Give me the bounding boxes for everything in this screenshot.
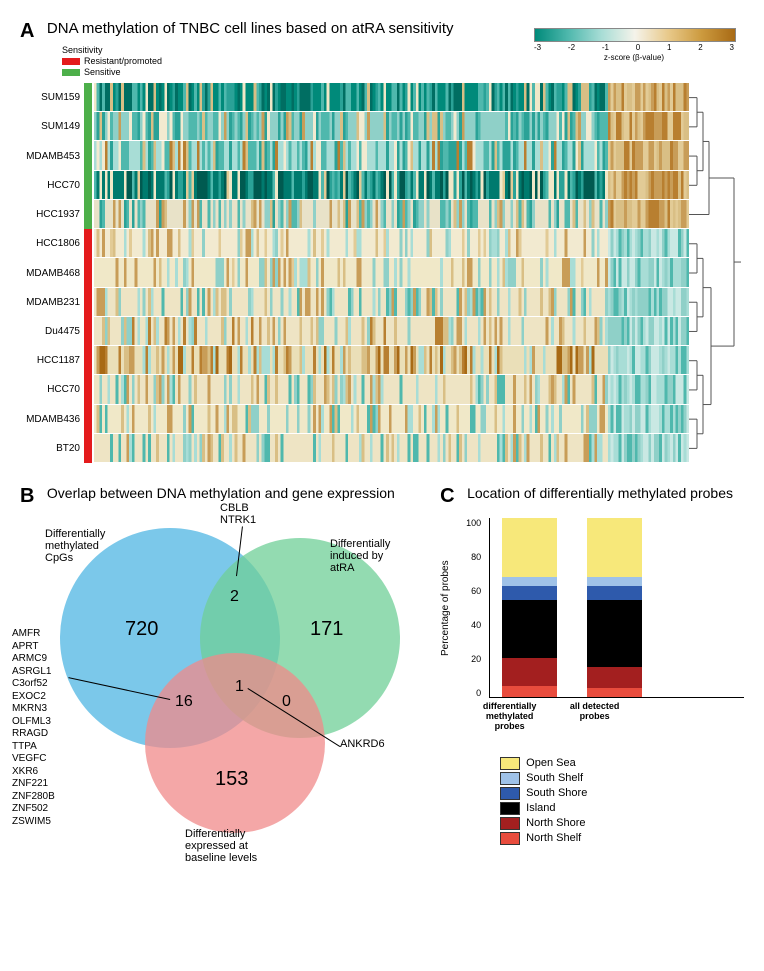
- row-label: MDAMB231: [20, 288, 80, 317]
- bar-segment: [502, 518, 557, 577]
- venn-set-label: Differentially methylated CpGs: [45, 528, 105, 564]
- legend-label: Open Sea: [526, 757, 576, 769]
- venn-callout: ANKRD6: [340, 738, 385, 750]
- heatmap-row: [94, 229, 689, 257]
- venn-diagram: 720 2 171 16 1 0 153 Differentially methylated …: [20, 508, 430, 848]
- dendrogram: [689, 83, 744, 463]
- sensitivity-cell: [84, 229, 92, 258]
- sensitivity-cell: [84, 112, 92, 141]
- venn-count: 0: [282, 693, 291, 711]
- colorbar: -3-2-10123 z-score (β-value): [534, 28, 734, 62]
- sensitivity-cell: [84, 375, 92, 404]
- heatmap-row: [94, 346, 689, 374]
- row-label: HCC1806: [20, 229, 80, 258]
- legend-label: Resistant/promoted: [84, 56, 162, 66]
- legend-label: South Shelf: [526, 772, 583, 784]
- sensitivity-cell: [84, 200, 92, 229]
- heatmap-row: [94, 258, 689, 286]
- venn-count: 2: [230, 588, 239, 606]
- legend-swatch: [62, 69, 80, 76]
- gene-list: AMFRAPRTARMC9ASRGL1C3orf52EXOC2MKRN3OLFM…: [12, 628, 55, 828]
- row-label: BT20: [20, 434, 80, 463]
- row-label: MDAMB468: [20, 258, 80, 287]
- panel-a-label: A: [20, 20, 34, 43]
- stacked-bar: [502, 518, 557, 697]
- bar-segment: [587, 518, 642, 577]
- bar-segment: [587, 577, 642, 586]
- sensitivity-cell: [84, 288, 92, 317]
- legend-label: Island: [526, 802, 555, 814]
- bar-segment: [502, 586, 557, 600]
- row-label: HCC70: [20, 171, 80, 200]
- sensitivity-cell: [84, 434, 92, 463]
- heatmap-row: [94, 141, 689, 169]
- venn-count: 153: [215, 768, 248, 791]
- heatmap-row: [94, 434, 689, 462]
- venn-set-label: Differentially expressed at baseline lev…: [185, 828, 257, 864]
- venn-callout: CBLB NTRK1: [220, 502, 256, 526]
- barchart-legend: Open Sea South Shelf South Shore Island Nort…: [500, 757, 744, 845]
- bar-segment: [502, 658, 557, 687]
- stacked-bar: [587, 518, 642, 697]
- row-label: MDAMB453: [20, 141, 80, 170]
- heatmap-row: [94, 317, 689, 345]
- legend-swatch: [500, 817, 520, 830]
- legend-swatch: [500, 802, 520, 815]
- legend-swatch: [500, 772, 520, 785]
- sensitivity-cell: [84, 171, 92, 200]
- bar-x-label: differentially methylated probes: [482, 702, 537, 732]
- bar-segment: [587, 688, 642, 697]
- legend-swatch: [500, 832, 520, 845]
- bar-x-label: all detected probes: [567, 702, 622, 732]
- sensitivity-cell: [84, 258, 92, 287]
- venn-count: 171: [310, 618, 343, 641]
- bar-segment: [587, 586, 642, 600]
- row-label: MDAMB436: [20, 405, 80, 434]
- venn-count: 720: [125, 618, 158, 641]
- bar-segment: [587, 600, 642, 666]
- panel-b-label: B: [20, 485, 34, 508]
- panel-b: B Overlap between DNA methylation and ge…: [20, 485, 430, 848]
- legend-label: North Shelf: [526, 832, 581, 844]
- heatmap-row: [94, 200, 689, 228]
- panel-c: C Location of differentially methylated …: [440, 485, 744, 848]
- panel-c-title: Location of differentially methylated pr…: [467, 485, 733, 501]
- legend-swatch: [500, 787, 520, 800]
- row-label: SUM159: [20, 83, 80, 112]
- row-label: SUM149: [20, 112, 80, 141]
- legend-swatch: [62, 58, 80, 65]
- legend-label: Sensitive: [84, 67, 121, 77]
- row-label: Du4475: [20, 317, 80, 346]
- heatmap-row: [94, 171, 689, 199]
- heatmap-row: [94, 375, 689, 403]
- panel-a-title: DNA methylation of TNBC cell lines based…: [47, 20, 454, 37]
- heatmap: SUM159SUM149MDAMB453HCC70HCC1937HCC1806M…: [20, 83, 744, 463]
- venn-count: 1: [235, 678, 244, 696]
- heatmap-row: [94, 112, 689, 140]
- legend-label: North Shore: [526, 817, 585, 829]
- stacked-bar-chart: Percentage of probes 020406080100: [440, 518, 744, 698]
- panel-b-title: Overlap between DNA methylation and gene…: [47, 485, 395, 501]
- venn-set-label: Differentially induced by atRA: [330, 538, 390, 574]
- legend-swatch: [500, 757, 520, 770]
- row-label: HCC1937: [20, 200, 80, 229]
- heatmap-row: [94, 405, 689, 433]
- sensitivity-cell: [84, 405, 92, 434]
- panel-a: A DNA methylation of TNBC cell lines bas…: [20, 20, 744, 463]
- heatmap-row: [94, 288, 689, 316]
- sensitivity-cell: [84, 141, 92, 170]
- sensitivity-cell: [84, 83, 92, 112]
- bar-segment: [502, 600, 557, 657]
- legend-label: South Shore: [526, 787, 587, 799]
- bar-segment: [502, 686, 557, 697]
- row-label: HCC70: [20, 375, 80, 404]
- sensitivity-cell: [84, 346, 92, 375]
- bar-segment: [587, 667, 642, 688]
- venn-count: 16: [175, 693, 193, 711]
- panel-c-label: C: [440, 485, 454, 508]
- row-label: HCC1187: [20, 346, 80, 375]
- sensitivity-cell: [84, 317, 92, 346]
- bar-segment: [502, 577, 557, 586]
- heatmap-row: [94, 83, 689, 111]
